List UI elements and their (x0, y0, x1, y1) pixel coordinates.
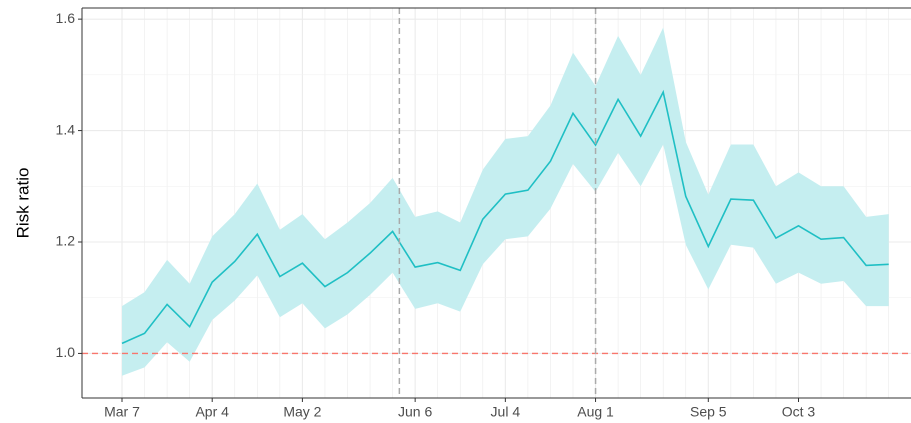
line (121, 89, 889, 345)
x-tick-label: Jul 4 (491, 404, 521, 420)
x-tick-label: Jun 6 (398, 404, 432, 420)
y-tick-label: 1.2 (56, 233, 76, 249)
x-tick-label: Mar 7 (104, 404, 140, 420)
y-axis-label: Risk ratio (13, 168, 32, 239)
x-tick-label: May 2 (283, 404, 321, 420)
x-tick-label: Sep 5 (690, 404, 727, 420)
confidence-band (122, 27, 889, 376)
y-tick-label: 1.4 (56, 121, 76, 137)
x-tick-label: Apr 4 (195, 404, 229, 420)
x-tick-label: Oct 3 (782, 404, 816, 420)
x-tick-label: Aug 1 (577, 404, 614, 420)
y-tick-label: 1.0 (56, 344, 76, 360)
y-tick-label: 1.6 (56, 10, 76, 26)
